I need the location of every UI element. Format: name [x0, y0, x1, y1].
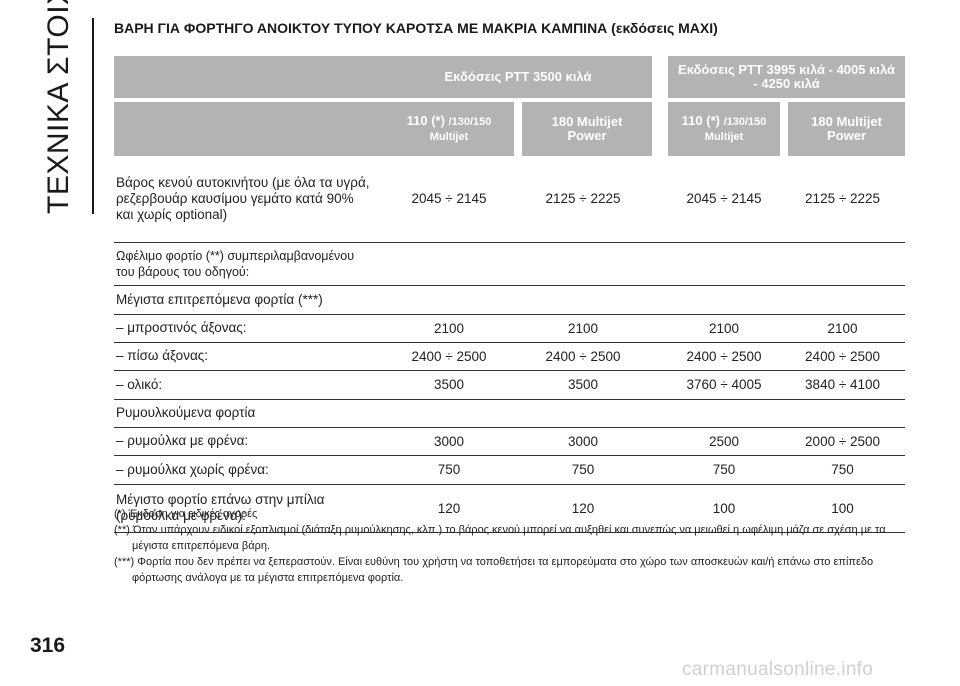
table-row: – ολικό: 3500 3500 3760 ÷ 4005 3840 ÷ 41… — [114, 370, 906, 400]
row-label: – ρυμούλκα χωρίς φρένα: — [114, 455, 384, 485]
cell-value: 3000 — [514, 427, 653, 456]
table-row: Μέγιστο φορτίο επάνω στην μπίλια (ρυμούλ… — [114, 484, 906, 533]
row-label: – μπροστινός άξονας: — [114, 314, 384, 343]
cell-value: 2100 — [514, 314, 653, 343]
section-side-tab: ΤΕΧΝΙΚΑ ΣΤΟΙΧΕΙΑ — [40, 0, 104, 220]
row-label: Ρυμουλκούμενα φορτία — [114, 399, 384, 428]
cell-value: 750 — [780, 455, 906, 485]
cell-value: 100 — [780, 484, 906, 533]
table-row: – μπροστινός άξονας: 2100 2100 2100 2100 — [114, 314, 906, 343]
cell-value: 120 — [514, 484, 653, 533]
engine-header-row: 110 (*) /130/150 Multijet 180 Multijet P… — [114, 102, 906, 156]
cell-value: 120 — [384, 484, 514, 533]
header-corner — [114, 56, 384, 98]
cell-value: 2400 ÷ 2500 — [780, 342, 906, 371]
page-title: ΒΑΡΗ ΓΙΑ ΦΟΡΤΗΓΟ ΑΝΟΙΚΤΟΥ ΤΥΠΟΥ ΚΑΡΟΤΣΑ … — [114, 20, 718, 36]
row-label: Ωφέλιμο φορτίο (**) συμπεριλαμβανομένου … — [114, 242, 384, 286]
table-row: – ρυμούλκα χωρίς φρένα: 750 750 750 750 — [114, 455, 906, 485]
engine-header-110-multijet: 110 (*) /130/150 Multijet — [384, 102, 514, 156]
footnote-continuation: φόρτωσης ανάλογα με τα μέγιστα επιτρεπόμ… — [132, 572, 404, 584]
cell-value: 750 — [514, 455, 653, 485]
table-row: – ρυμούλκα με φρένα: 3000 3000 2500 2000… — [114, 427, 906, 456]
cell-value: 2400 ÷ 2500 — [514, 342, 653, 371]
table-row: Μέγιστα επιτρεπόμενα φορτία (***) — [114, 285, 906, 315]
cell-value: 750 — [668, 455, 781, 485]
cell-value: 3500 — [514, 370, 653, 400]
footnote: (*) Έκδοση για ειδικές αγορές — [114, 508, 258, 520]
group-header-3500: Εκδόσεις PTT 3500 κιλά — [384, 56, 653, 98]
table-row: Ρυμουλκούμενα φορτία — [114, 399, 906, 428]
cell-value: 2045 ÷ 2145 — [668, 156, 781, 243]
header-corner-lower — [114, 102, 384, 156]
cell-value: 2100 — [384, 314, 514, 343]
table-row: Ωφέλιμο φορτίο (**) συμπεριλαμβανομένου … — [114, 242, 906, 286]
row-label: – ολικό: — [114, 370, 384, 400]
cell-value: 2125 ÷ 2225 — [514, 156, 653, 243]
cell-value: 3500 — [384, 370, 514, 400]
cell-value: 2045 ÷ 2145 — [384, 156, 514, 243]
cell-value: 100 — [668, 484, 781, 533]
engine-header-180-multijet-power: 180 Multijet Power — [788, 102, 906, 156]
cell-value: 2100 — [668, 314, 781, 343]
footnote: (**) Όταν υπάρχουν ειδικοί εξοπλισμοί (δ… — [114, 524, 886, 536]
row-label: – ρυμούλκα με φρένα: — [114, 427, 384, 456]
group-header-row: Εκδόσεις PTT 3500 κιλά Εκδόσεις PTT 3995… — [114, 56, 906, 98]
footnote: (***) Φορτία που δεν πρέπει να ξεπεραστο… — [114, 556, 874, 568]
group-header-3995-4250: Εκδόσεις PTT 3995 κιλά - 4005 κιλά - 425… — [668, 56, 906, 98]
cell-value: 2100 — [780, 314, 906, 343]
cell-value: 2400 ÷ 2500 — [668, 342, 781, 371]
cell-value: 2125 ÷ 2225 — [780, 156, 906, 243]
footnote-continuation: μέγιστα επιτρεπόμενα βάρη. — [132, 540, 271, 552]
table-row: – πίσω άξονας: 2400 ÷ 2500 2400 ÷ 2500 2… — [114, 342, 906, 371]
row-label: Μέγιστα επιτρεπόμενα φορτία (***) — [114, 285, 384, 315]
footnotes: (*) Έκδοση για ειδικές αγορές (**) Όταν … — [114, 506, 904, 586]
cell-value: 3000 — [384, 427, 514, 456]
cell-value: 750 — [384, 455, 514, 485]
cell-value: 3760 ÷ 4005 — [668, 370, 781, 400]
cell-value: 2400 ÷ 2500 — [384, 342, 514, 371]
row-label: Βάρος κενού αυτοκινήτου (με όλα τα υγρά,… — [114, 156, 384, 243]
engine-header-180-multijet-power: 180 Multijet Power — [522, 102, 653, 156]
section-label: ΤΕΧΝΙΚΑ ΣΤΟΙΧΕΙΑ — [42, 0, 75, 214]
table-row: Βάρος κενού αυτοκινήτου (με όλα τα υγρά,… — [114, 156, 906, 243]
watermark: carmanualsonline.info — [682, 659, 874, 680]
row-label: – πίσω άξονας: — [114, 342, 384, 371]
cell-value: 3840 ÷ 4100 — [780, 370, 906, 400]
weights-table: Εκδόσεις PTT 3500 κιλά Εκδόσεις PTT 3995… — [114, 56, 906, 533]
page-number: 316 — [30, 634, 66, 657]
row-label: Μέγιστο φορτίο επάνω στην μπίλια (ρυμούλ… — [114, 484, 384, 533]
engine-header-110-multijet: 110 (*) /130/150 Multijet — [668, 102, 781, 156]
cell-value: 2000 ÷ 2500 — [780, 427, 906, 456]
section-divider — [92, 18, 94, 214]
cell-value: 2500 — [668, 427, 781, 456]
